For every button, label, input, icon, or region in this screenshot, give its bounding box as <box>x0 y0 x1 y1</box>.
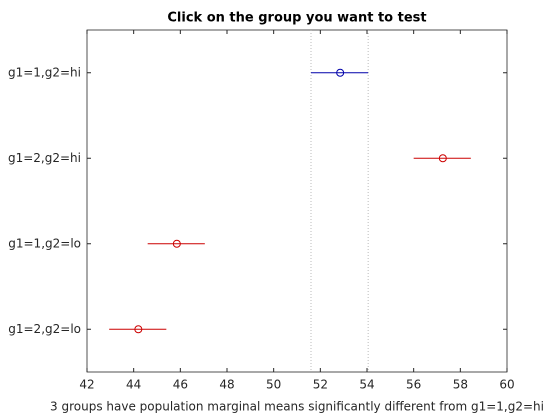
mean-marker[interactable] <box>172 239 181 248</box>
y-tick-label: g1=1,g2=hi <box>8 65 81 79</box>
mean-marker[interactable] <box>336 68 345 77</box>
y-tick-label: g1=2,g2=lo <box>8 322 81 336</box>
x-tick-label: 56 <box>406 378 421 392</box>
x-tick-label: 54 <box>359 378 374 392</box>
mean-marker[interactable] <box>438 154 447 163</box>
x-tick-label: 58 <box>453 378 468 392</box>
x-tick-label: 42 <box>79 378 94 392</box>
x-tick-label: 48 <box>219 378 234 392</box>
plot-area <box>86 29 508 373</box>
x-tick-label: 52 <box>313 378 328 392</box>
chart-title: Click on the group you want to test <box>167 11 426 26</box>
x-tick-label: 44 <box>126 378 141 392</box>
y-tick-label: g1=1,g2=lo <box>8 236 81 250</box>
x-tick-label: 60 <box>499 378 514 392</box>
mean-marker[interactable] <box>134 325 143 334</box>
y-tick-label: g1=2,g2=hi <box>8 151 81 165</box>
x-axis-label: 3 groups have population marginal means … <box>50 400 544 414</box>
x-tick-label: 50 <box>266 378 281 392</box>
x-tick-label: 46 <box>173 378 188 392</box>
